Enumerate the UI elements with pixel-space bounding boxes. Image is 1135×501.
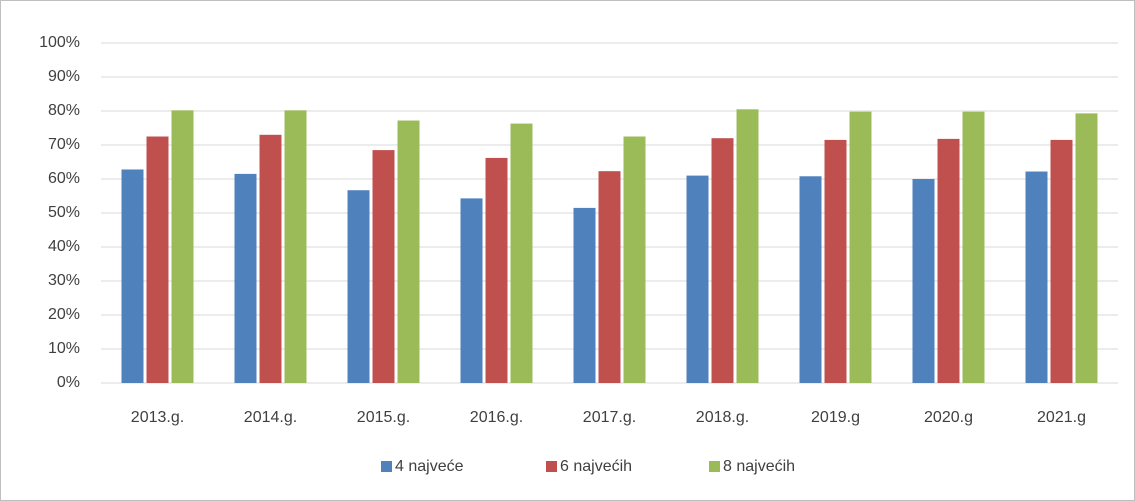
y-tick-label: 100% (39, 34, 80, 51)
bar (1050, 139, 1073, 383)
y-tick-label: 50% (48, 204, 80, 221)
x-tick-label: 2020.g (924, 409, 973, 426)
y-tick-label: 30% (48, 272, 80, 289)
bar (824, 139, 847, 383)
x-tick-label: 2014.g. (244, 409, 297, 426)
bar (485, 157, 508, 383)
legend-label: 4 najveće (395, 458, 464, 475)
legend-swatch (546, 461, 557, 472)
y-tick-label: 20% (48, 306, 80, 323)
bar (510, 123, 533, 383)
y-tick-label: 80% (48, 102, 80, 119)
bar (397, 120, 420, 384)
bar (284, 110, 307, 383)
bar (460, 198, 483, 383)
bar (234, 173, 257, 383)
bar (171, 110, 194, 383)
bar (1025, 171, 1048, 383)
x-tick-label: 2019.g (811, 409, 860, 426)
y-tick-label: 70% (48, 136, 80, 153)
bar (711, 138, 734, 383)
x-tick-label: 2013.g. (131, 409, 184, 426)
bar (146, 136, 169, 383)
legend-swatch (709, 461, 720, 472)
y-tick-label: 10% (48, 340, 80, 357)
bar (686, 175, 709, 383)
y-tick-label: 60% (48, 170, 80, 187)
bar (347, 190, 370, 383)
bar (573, 207, 596, 383)
y-tick-label: 90% (48, 68, 80, 85)
bar (799, 176, 822, 383)
legend-swatch (381, 461, 392, 472)
bar (962, 111, 985, 384)
bar (372, 150, 395, 383)
x-tick-label: 2017.g. (583, 409, 636, 426)
x-tick-label: 2015.g. (357, 409, 410, 426)
bar (736, 109, 759, 384)
bar (1075, 113, 1098, 383)
bar (259, 134, 282, 383)
bar (937, 138, 960, 383)
y-tick-label: 40% (48, 238, 80, 255)
legend-label: 6 najvećih (560, 458, 632, 475)
bar (598, 171, 621, 383)
y-tick-label: 0% (57, 374, 80, 391)
x-tick-label: 2021.g (1037, 409, 1086, 426)
bar (912, 179, 935, 383)
bar (121, 169, 144, 383)
bar (623, 136, 646, 383)
legend-label: 8 najvećih (723, 458, 795, 475)
x-tick-label: 2016.g. (470, 409, 523, 426)
bar (849, 111, 872, 384)
x-tick-label: 2018.g. (696, 409, 749, 426)
